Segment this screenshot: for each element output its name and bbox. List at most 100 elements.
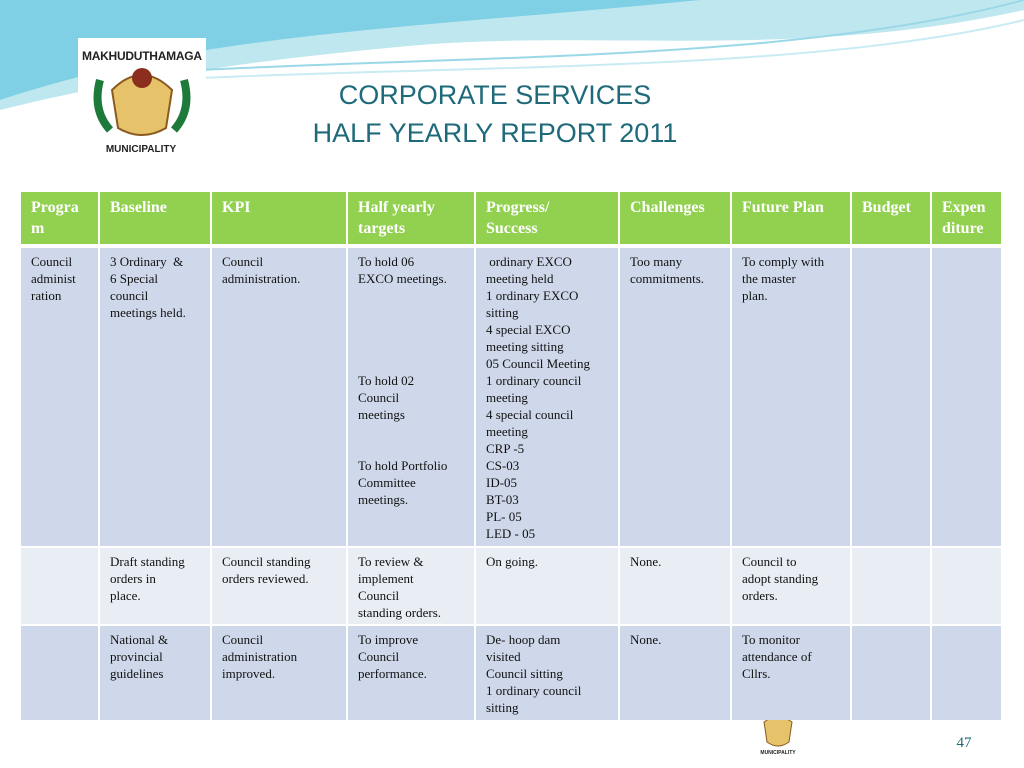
table-cell: Council administration. bbox=[212, 248, 346, 546]
cell-line: CS-03 bbox=[486, 458, 520, 473]
table-cell: Too many commitments. bbox=[620, 248, 730, 546]
cell-line: commitments. bbox=[630, 271, 705, 286]
cell-line: 4 special EXCO bbox=[486, 322, 571, 337]
cell-line: CRP -5 bbox=[486, 441, 525, 456]
cell-line: 6 Special bbox=[110, 271, 159, 286]
cell-line: meeting held bbox=[486, 271, 554, 286]
cell-line: administration. bbox=[222, 271, 301, 286]
cell-line: plan. bbox=[742, 288, 768, 303]
cell-line: Half yearly bbox=[358, 199, 435, 216]
cell-line: sitting bbox=[486, 305, 519, 320]
cell-line: provincial bbox=[110, 649, 163, 664]
table-cell bbox=[932, 248, 1001, 546]
table-cell: To improve Council performance. bbox=[348, 626, 474, 720]
cell-line: meetings held. bbox=[110, 305, 186, 320]
cell-line: visited bbox=[486, 649, 521, 664]
cell-line: BT-03 bbox=[486, 492, 519, 507]
page-number: 47 bbox=[957, 735, 973, 751]
table-cell: Council to adopt standing orders. bbox=[732, 548, 850, 624]
shield bbox=[110, 74, 174, 136]
cell-line: ration bbox=[31, 288, 62, 303]
cell-line: Future Plan bbox=[742, 199, 824, 216]
table-cell: On going. bbox=[476, 548, 618, 624]
table-cell: To hold 06 EXCO meetings. To hold 02 Counci… bbox=[348, 248, 474, 546]
cell-line: ordinary EXCO bbox=[486, 254, 572, 269]
cell-line: meetings. bbox=[358, 492, 409, 507]
cell-line: To hold Portfolio bbox=[358, 458, 448, 473]
swoosh bbox=[0, 0, 700, 100]
table-cell: Draft standing orders in place. bbox=[100, 548, 210, 624]
cell-line: Council bbox=[222, 632, 264, 647]
table-cell: Council administration improved. bbox=[212, 626, 346, 720]
table-cell: To monitor attendance of Cllrs. bbox=[732, 626, 850, 720]
cell-line: To improve bbox=[358, 632, 419, 647]
cell-line: 1 ordinary council bbox=[486, 373, 582, 388]
table-cell bbox=[852, 626, 930, 720]
cell-line: council bbox=[110, 288, 149, 303]
table-cell: National & provincial guidelines bbox=[100, 626, 210, 720]
table-cell: To review & implement Council standing orde… bbox=[348, 548, 474, 624]
table-cell bbox=[21, 548, 98, 624]
table-cell: 3 Ordinary & 6 Special council meetings hel… bbox=[100, 248, 210, 546]
header-cell: Expen diture bbox=[932, 192, 1001, 244]
cell-line: Council bbox=[358, 588, 400, 603]
cell-line: m bbox=[31, 220, 45, 237]
cell-line: Budget bbox=[862, 199, 911, 216]
cell-line: 1 ordinary EXCO bbox=[486, 288, 579, 303]
cell-line: Council to bbox=[742, 554, 797, 569]
cell-line: Council bbox=[31, 254, 73, 269]
logo-subtitle: MUNICIPALITY bbox=[760, 750, 796, 756]
cell-line: Progra bbox=[31, 199, 79, 216]
header-cell: Progress/Success bbox=[476, 192, 618, 244]
cell-line: Council standing bbox=[222, 554, 311, 569]
cell-line: performance. bbox=[358, 666, 427, 681]
logo-name: MAKHUDUTHAMAGA bbox=[82, 49, 202, 63]
cell-line: Council bbox=[222, 254, 264, 269]
header-cell: Challenges bbox=[620, 192, 730, 244]
cell-line: orders in bbox=[110, 571, 156, 586]
cell-line: improved. bbox=[222, 666, 276, 681]
cell-line: Expen bbox=[942, 199, 986, 216]
cell-line: standing orders. bbox=[358, 605, 442, 620]
cell-line: Council bbox=[358, 649, 400, 664]
table-cell: To comply with the master plan. bbox=[732, 248, 850, 546]
table-cell: Council standing orders reviewed. bbox=[212, 548, 346, 624]
rooster bbox=[132, 68, 152, 88]
cell-line: administration bbox=[222, 649, 298, 664]
cell-line: Challenges bbox=[630, 199, 705, 216]
cell-line: the master bbox=[742, 271, 796, 286]
header-cell: Progra m bbox=[21, 192, 98, 244]
swoosh-line bbox=[199, 0, 1024, 71]
cell-line: Committee bbox=[358, 475, 416, 490]
cell-line: orders. bbox=[742, 588, 778, 603]
cell-line: None. bbox=[630, 632, 662, 647]
cell-line: place. bbox=[110, 588, 141, 603]
cell-line: On going. bbox=[486, 554, 538, 569]
cell-line: meeting sitting bbox=[486, 339, 564, 354]
cell-line: attendance of bbox=[742, 649, 812, 664]
table-cell bbox=[932, 548, 1001, 624]
table-cell bbox=[852, 248, 930, 546]
title-line: HALF YEARLY REPORT 2011 bbox=[312, 118, 678, 148]
cell-line: Baseline bbox=[110, 199, 167, 216]
cell-line: targets bbox=[358, 220, 406, 237]
cell-line: To comply with bbox=[742, 254, 825, 269]
header-cell: Baseline bbox=[100, 192, 210, 244]
cell-line: KPI bbox=[222, 199, 251, 216]
cell-line: Cllrs. bbox=[742, 666, 771, 681]
header-cell: Budget bbox=[852, 192, 930, 244]
cell-line: administ bbox=[31, 271, 76, 286]
cell-line: 05 Council Meeting bbox=[486, 356, 590, 371]
table-cell bbox=[21, 626, 98, 720]
cell-line: 3 Ordinary & bbox=[110, 254, 184, 269]
title-line: CORPORATE SERVICES bbox=[338, 80, 652, 110]
table-cell: None. bbox=[620, 548, 730, 624]
header-cell: Half yearly targets bbox=[348, 192, 474, 244]
cell-line: Success bbox=[486, 220, 538, 237]
cell-line: To hold 06 bbox=[358, 254, 415, 269]
cell-line: Progress/ bbox=[486, 199, 550, 216]
cell-line: meetings bbox=[358, 407, 405, 422]
table-cell: ordinary EXCO meeting held 1 ordinary EXCO… bbox=[476, 248, 618, 546]
